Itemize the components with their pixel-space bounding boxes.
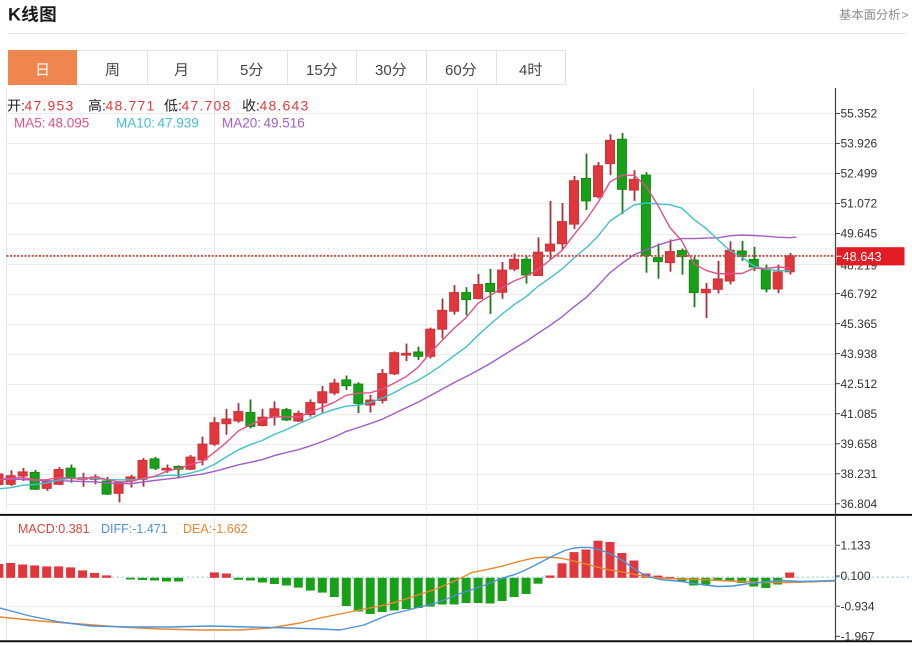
svg-text:38.231: 38.231: [841, 467, 878, 481]
svg-text:52.499: 52.499: [841, 167, 878, 181]
svg-text:41.085: 41.085: [841, 407, 878, 421]
svg-text:48.643: 48.643: [260, 98, 310, 114]
svg-text:MA5:: MA5:: [14, 116, 46, 131]
svg-text:47.953: 47.953: [25, 98, 75, 114]
svg-text:-0.934: -0.934: [841, 599, 875, 613]
svg-text:48.771: 48.771: [106, 98, 156, 114]
svg-text:49.516: 49.516: [264, 116, 305, 131]
svg-text:-1.967: -1.967: [841, 630, 875, 644]
svg-text:1.133: 1.133: [841, 539, 871, 553]
svg-text:MA20:: MA20:: [222, 116, 261, 131]
svg-text:>: >: [902, 8, 909, 22]
svg-text::: :: [178, 98, 182, 114]
svg-text:43.938: 43.938: [841, 347, 878, 361]
svg-text::: :: [256, 98, 260, 114]
svg-text:42.512: 42.512: [841, 377, 878, 391]
svg-text:48.643: 48.643: [843, 249, 882, 264]
svg-text:36.804: 36.804: [841, 497, 878, 511]
svg-text:45.365: 45.365: [841, 317, 878, 331]
svg-text:15: 15: [306, 62, 323, 79]
svg-text:MA10:: MA10:: [116, 116, 155, 131]
svg-text:39.658: 39.658: [841, 437, 878, 451]
svg-text:55.352: 55.352: [841, 107, 878, 121]
svg-text:MACD:0.381: MACD:0.381: [18, 522, 90, 536]
svg-text:0.100: 0.100: [841, 569, 871, 583]
svg-text::: :: [102, 98, 106, 114]
svg-text:30: 30: [375, 62, 392, 79]
svg-text:51.072: 51.072: [841, 197, 878, 211]
svg-text:49.645: 49.645: [841, 227, 878, 241]
svg-text:48.095: 48.095: [48, 116, 89, 131]
svg-text:47.708: 47.708: [182, 98, 232, 114]
svg-text:5: 5: [240, 62, 248, 79]
svg-text:DIFF:-1.471: DIFF:-1.471: [101, 522, 168, 536]
svg-text:4: 4: [519, 62, 527, 79]
svg-text:53.926: 53.926: [841, 137, 878, 151]
svg-text:DEA:-1.662: DEA:-1.662: [183, 522, 248, 536]
svg-text:46.792: 46.792: [841, 287, 878, 301]
svg-text:47.939: 47.939: [158, 116, 199, 131]
svg-text:60: 60: [445, 62, 462, 79]
svg-text::: :: [21, 98, 25, 114]
